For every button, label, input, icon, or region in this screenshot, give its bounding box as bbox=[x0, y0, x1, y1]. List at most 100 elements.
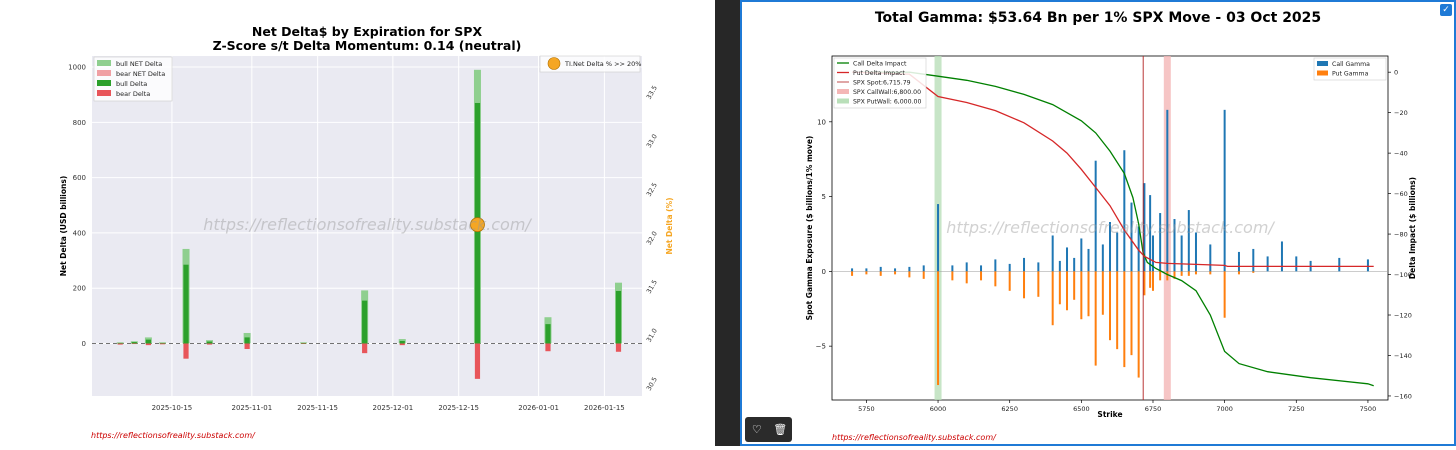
put-gamma-bar bbox=[1094, 271, 1097, 366]
bull-net-delta-bar bbox=[159, 342, 166, 344]
x-tick-label: 6000 bbox=[930, 405, 947, 413]
trash-icon[interactable]: 🗑 bbox=[773, 423, 788, 436]
put-gamma-bar bbox=[1080, 271, 1083, 320]
call-gamma-bar bbox=[1116, 232, 1119, 272]
call-gamma-bar bbox=[1159, 213, 1162, 272]
y-tick-label: 5 bbox=[822, 193, 826, 201]
call-gamma-bar bbox=[1209, 244, 1212, 272]
x-tick-label: 2025-11-01 bbox=[231, 404, 272, 412]
call-gamma-bar bbox=[1187, 210, 1190, 272]
footer-link[interactable]: https://reflectionsofreality.substack.co… bbox=[832, 433, 997, 442]
heart-icon[interactable]: ♡ bbox=[751, 423, 762, 436]
x-tick-label: 7250 bbox=[1288, 405, 1305, 413]
put-gamma-bar bbox=[1123, 271, 1126, 368]
y2-tick-label: 0 bbox=[1394, 69, 1398, 77]
put-gamma-bar bbox=[1137, 271, 1140, 378]
put-gamma-bar bbox=[1073, 271, 1076, 300]
bear-delta-bar bbox=[159, 343, 166, 345]
legend-item: bear Delta bbox=[116, 90, 150, 98]
bull-net-delta-bar bbox=[300, 342, 307, 344]
legend-swatch bbox=[1317, 70, 1328, 76]
image-toolbar: ♡ 🗑 bbox=[745, 417, 792, 442]
call-gamma-bar bbox=[894, 268, 897, 272]
put-gamma-bar bbox=[951, 271, 954, 281]
call-gamma-bar bbox=[1338, 257, 1341, 272]
y-tick-label: 10 bbox=[817, 118, 826, 126]
call-gamma-bar bbox=[1173, 219, 1176, 272]
legend-swatch bbox=[97, 70, 111, 76]
y-tick-label: 0 bbox=[82, 340, 86, 348]
selected-check-icon[interactable]: ✓ bbox=[1440, 4, 1452, 16]
chart-title: Total Gamma: $53.64 Bn per 1% SPX Move -… bbox=[875, 10, 1321, 26]
bull-net-delta-bar bbox=[145, 339, 152, 344]
legend-marker-label: TI.Net Delta % >> 20% bbox=[564, 60, 642, 68]
call-gamma-bar bbox=[1295, 256, 1298, 272]
y2-tick-label: −80 bbox=[1394, 231, 1408, 239]
call-gamma-bar bbox=[1109, 222, 1111, 272]
call-gamma-bar bbox=[1130, 202, 1133, 272]
call-gamma-bar bbox=[908, 266, 911, 272]
call-gamma-bar bbox=[1143, 183, 1146, 272]
call-gamma-bar bbox=[1252, 248, 1255, 272]
call-gamma-bar bbox=[994, 259, 997, 272]
legend: bull NET Delta bear NET Delta bull Delta… bbox=[93, 56, 173, 102]
bear-delta-bar bbox=[300, 343, 307, 344]
y-axis-label: Net Delta (USD billions) bbox=[59, 176, 68, 277]
bear-delta-bar bbox=[474, 343, 481, 379]
call-gamma-bar bbox=[980, 265, 983, 272]
x-tick-label: 7000 bbox=[1216, 405, 1233, 413]
put-gamma-bar bbox=[1187, 271, 1190, 276]
legend-swatch bbox=[97, 90, 111, 96]
x-tick-label: 2026-01-01 bbox=[518, 404, 559, 412]
call-gamma-bar bbox=[922, 265, 925, 272]
right-chart-panel: Total Gamma: $53.64 Bn per 1% SPX Move -… bbox=[740, 0, 1456, 446]
put-gamma-bar bbox=[937, 271, 940, 386]
put-gamma-bar bbox=[1209, 271, 1212, 275]
x-tick-label: 2025-11-15 bbox=[297, 404, 338, 412]
bear-delta-bar bbox=[131, 343, 137, 345]
legend-item: Put Gamma bbox=[1332, 71, 1369, 78]
put-gamma-bar bbox=[1223, 271, 1226, 318]
call-gamma-bar bbox=[1194, 232, 1197, 272]
y2-tick-label: 32.5 bbox=[645, 181, 659, 198]
x-tick-label: 7500 bbox=[1360, 405, 1377, 413]
call-gamma-bar bbox=[1023, 257, 1026, 272]
put-gamma-bar bbox=[980, 271, 983, 281]
put-gamma-bar bbox=[1143, 271, 1146, 296]
watermark: https://reflectionsofreality.substack.co… bbox=[203, 215, 532, 234]
put-gamma-bar bbox=[922, 271, 925, 279]
call-gamma-bar bbox=[1166, 109, 1169, 272]
ti-net-delta-marker bbox=[470, 217, 485, 233]
legend-marker: TI.Net Delta % >> 20% bbox=[539, 55, 642, 73]
x-tick-label: 6500 bbox=[1073, 405, 1090, 413]
bear-delta-bar bbox=[145, 343, 152, 346]
legend-swatch bbox=[97, 80, 111, 86]
call-gamma-bar bbox=[1151, 235, 1154, 272]
y2-tick-label: 31.0 bbox=[645, 327, 659, 344]
call-gamma-bar bbox=[1073, 257, 1076, 272]
bull-net-delta-bar bbox=[545, 324, 551, 344]
chart-subtitle: Z-Score s/t Delta Momentum: 0.14 (neutra… bbox=[213, 38, 522, 53]
x-tick-label: 2026-01-15 bbox=[584, 404, 625, 412]
put-gamma-bar bbox=[1023, 271, 1026, 299]
call-gamma-bar bbox=[865, 268, 868, 272]
footer-link[interactable]: https://reflectionsofreality.substack.co… bbox=[91, 431, 256, 440]
put-gamma-bar bbox=[1051, 271, 1054, 326]
put-gamma-bar bbox=[1066, 271, 1069, 311]
y-tick-label: 800 bbox=[73, 119, 86, 127]
legend-item: bull Delta bbox=[116, 80, 147, 88]
watermark: https://reflectionsofreality.substack.co… bbox=[946, 218, 1275, 237]
y2-tick-label: −40 bbox=[1394, 150, 1408, 158]
call-gamma-bar bbox=[1008, 263, 1011, 272]
put-gamma-bar bbox=[1116, 271, 1119, 350]
put-gamma-bar bbox=[1087, 271, 1090, 317]
call-gamma-bar bbox=[1266, 256, 1269, 272]
y2-tick-label: −160 bbox=[1394, 392, 1412, 400]
call-gamma-bar bbox=[879, 266, 882, 272]
y2-tick-label: −20 bbox=[1394, 109, 1408, 117]
legend-swatch bbox=[837, 89, 849, 94]
put-gamma-bar bbox=[1101, 271, 1104, 315]
call-gamma-bar bbox=[1180, 235, 1183, 272]
call-gamma-bar bbox=[1237, 251, 1240, 272]
call-delta-impact-line bbox=[852, 71, 1374, 387]
